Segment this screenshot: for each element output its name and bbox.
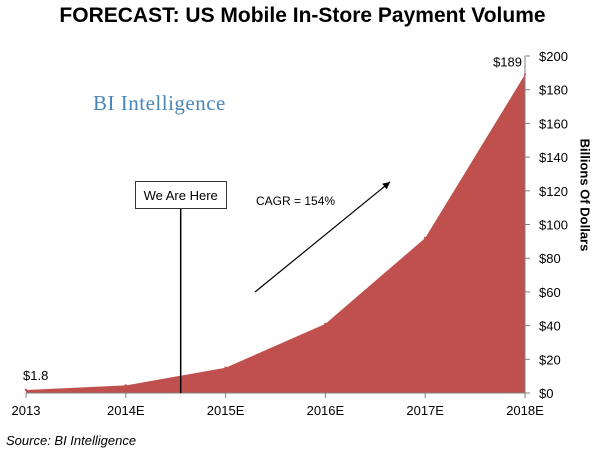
- data-label-first: $1.8: [23, 368, 48, 383]
- x-tick-label: 2017E: [406, 403, 444, 418]
- y-axis-label: Billions Of Dollars: [577, 138, 593, 252]
- y-tick-label: $80: [539, 251, 561, 266]
- data-point: [224, 366, 227, 369]
- y-tick-label: $160: [539, 116, 568, 131]
- y-tick-label: $200: [539, 49, 568, 64]
- we-are-here-label: We Are Here: [134, 181, 227, 209]
- x-tick-label: 2015E: [207, 403, 245, 418]
- growth-arrow: [254, 181, 391, 293]
- chart-title: FORECAST: US Mobile In-Store Payment Vol…: [59, 4, 546, 27]
- x-tick-label: 2016E: [307, 403, 345, 418]
- y-tick-label: $140: [539, 150, 568, 165]
- data-label-last: $189: [493, 55, 522, 70]
- y-tick-label: $180: [539, 83, 568, 98]
- watermark-logo: BI Intelligence: [93, 91, 226, 115]
- y-tick-label: $100: [539, 218, 568, 233]
- y-tick-label: $40: [539, 319, 561, 334]
- area-layer: [24, 73, 527, 393]
- y-tick-label: $120: [539, 184, 568, 199]
- y-tick-label: $60: [539, 285, 561, 300]
- data-point: [24, 388, 28, 392]
- source-note: Source: BI Intelligence: [6, 433, 137, 448]
- x-tick-label: 2018E: [506, 403, 544, 418]
- y-tick-label: $20: [539, 352, 561, 367]
- cagr-annotation: CAGR = 154%: [256, 194, 336, 208]
- data-point: [124, 384, 128, 387]
- x-tick-label: 2014E: [107, 403, 145, 418]
- area-series: [26, 74, 525, 393]
- label-layer: $1.8 $189: [23, 55, 522, 393]
- axis-layer: 2013 2014E 2015E 2016E 2017E 2018E $0 $20 $40 $60…: [12, 49, 568, 418]
- y-tick-label: $0: [539, 386, 553, 401]
- data-point: [324, 322, 327, 326]
- data-point: [424, 236, 427, 240]
- x-tick-label: 2013: [12, 403, 41, 418]
